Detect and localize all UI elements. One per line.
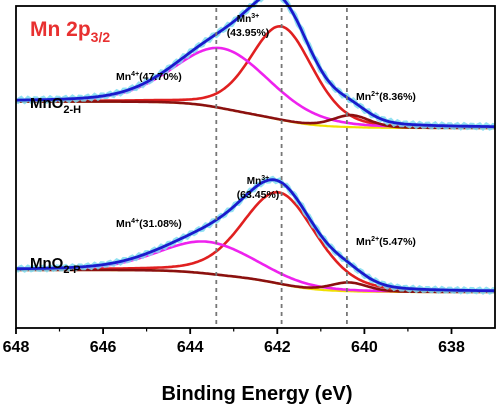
x-tick-label-646: 646 <box>90 339 117 356</box>
panel-mno2-h-curves <box>15 0 496 132</box>
x-tick-label-640: 640 <box>351 339 378 356</box>
mn3-component-curve <box>15 24 495 129</box>
envelope-fit-curve <box>16 178 496 293</box>
curves-layer <box>15 0 496 295</box>
annotation-h-mn2: Mn2+(8.36%) <box>356 91 416 103</box>
plot-frame <box>15 5 496 329</box>
mn3-component-curve <box>16 191 495 293</box>
panel-mno2-p-curves <box>15 175 496 295</box>
annotation-p-mn2: Mn2+(5.47%) <box>356 236 416 248</box>
x-tick-label-638: 638 <box>438 339 465 356</box>
x-axis-label: Binding Energy (eV) <box>161 383 352 405</box>
panel-label-mno2-h: MnO2-H <box>30 95 81 116</box>
x-tick-label-644: 644 <box>177 339 204 356</box>
x-tick-label-642: 642 <box>264 339 291 356</box>
x-axis: 648 646 644 642 640 638 <box>3 328 465 356</box>
annotation-p-mn3-pct: (63.45%) <box>237 189 280 201</box>
annotation-p-mn3-ion: Mn3+ <box>247 175 269 187</box>
reference-lines-layer <box>215 8 348 326</box>
annotation-p-mn4: Mn4+(31.08%) <box>116 218 182 230</box>
annotation-h-mn4: Mn4+(47.70%) <box>116 71 182 83</box>
annotation-h-mn3-ion: Mn3+ <box>237 13 259 25</box>
panel-label-mno2-p: MnO2-P <box>30 255 80 276</box>
x-tick-label-648: 648 <box>3 339 30 356</box>
annotation-h-mn3-pct: (43.95%) <box>227 27 270 39</box>
chart-title: Mn 2p3/2 <box>30 18 110 45</box>
envelope-fit-curve <box>16 0 495 128</box>
